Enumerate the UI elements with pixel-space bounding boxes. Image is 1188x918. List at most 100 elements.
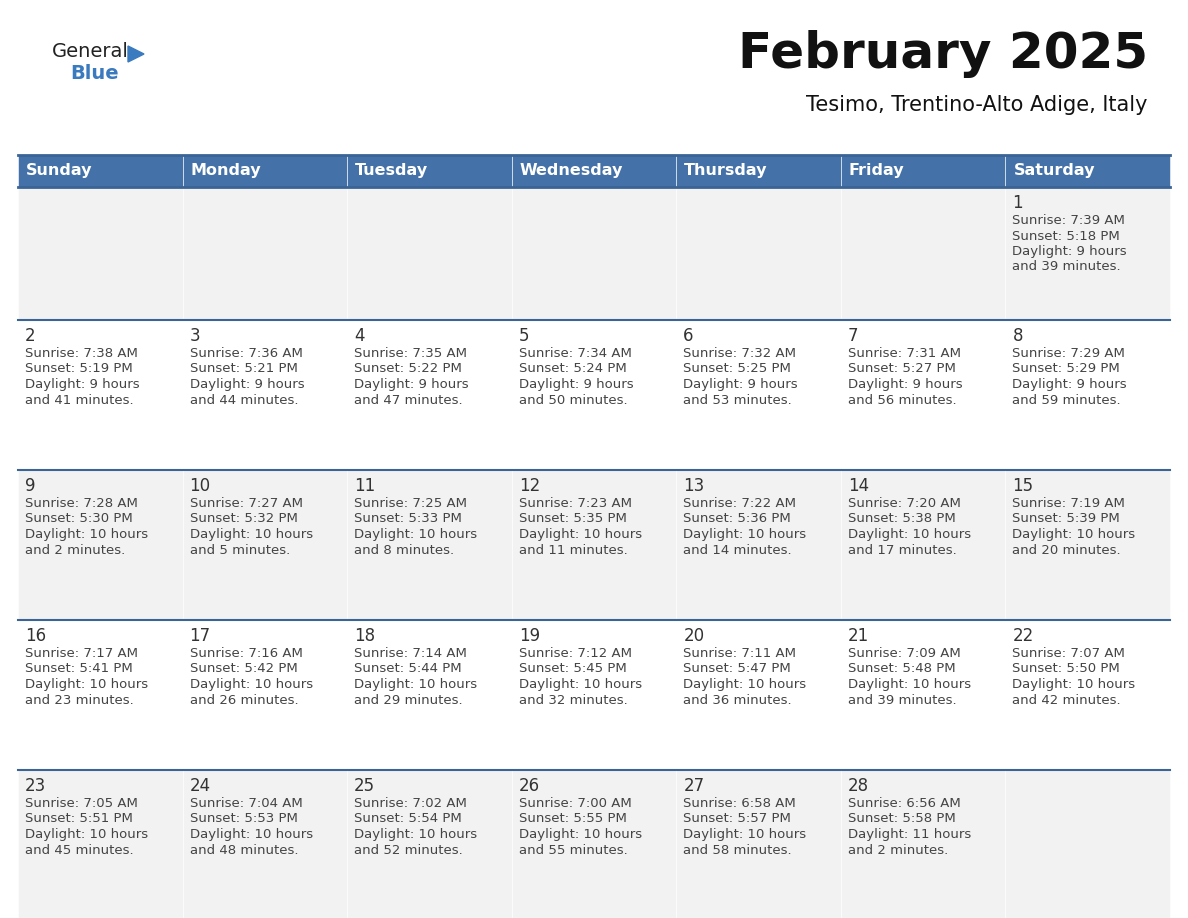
Text: 28: 28: [848, 777, 868, 795]
Text: and 29 minutes.: and 29 minutes.: [354, 693, 463, 707]
Text: Sunrise: 7:31 AM: Sunrise: 7:31 AM: [848, 347, 961, 360]
Bar: [841, 770, 1005, 918]
Polygon shape: [128, 46, 144, 62]
Bar: [347, 770, 512, 918]
Text: Sunset: 5:24 PM: Sunset: 5:24 PM: [519, 363, 626, 375]
Text: Daylight: 9 hours: Daylight: 9 hours: [190, 378, 304, 391]
Bar: [512, 770, 676, 918]
Text: Sunrise: 7:39 AM: Sunrise: 7:39 AM: [1012, 214, 1125, 227]
Text: Sunset: 5:50 PM: Sunset: 5:50 PM: [1012, 663, 1120, 676]
Bar: [183, 620, 347, 770]
Text: and 59 minutes.: and 59 minutes.: [1012, 394, 1121, 407]
Bar: [676, 155, 841, 187]
Text: Sunset: 5:30 PM: Sunset: 5:30 PM: [25, 512, 133, 525]
Text: Daylight: 9 hours: Daylight: 9 hours: [519, 378, 633, 391]
Text: Daylight: 10 hours: Daylight: 10 hours: [519, 678, 642, 691]
Text: 19: 19: [519, 627, 539, 645]
Bar: [347, 470, 512, 620]
Text: Friday: Friday: [849, 163, 904, 178]
Text: Sunrise: 7:14 AM: Sunrise: 7:14 AM: [354, 647, 467, 660]
Bar: [512, 320, 676, 470]
Text: Daylight: 10 hours: Daylight: 10 hours: [519, 828, 642, 841]
Text: Sunset: 5:32 PM: Sunset: 5:32 PM: [190, 512, 297, 525]
Bar: [347, 320, 512, 470]
Text: 22: 22: [1012, 627, 1034, 645]
Text: and 20 minutes.: and 20 minutes.: [1012, 543, 1121, 556]
Text: 17: 17: [190, 627, 210, 645]
Bar: [512, 155, 676, 187]
Text: Daylight: 9 hours: Daylight: 9 hours: [1012, 245, 1127, 258]
Text: Sunset: 5:21 PM: Sunset: 5:21 PM: [190, 363, 297, 375]
Text: Sunrise: 7:04 AM: Sunrise: 7:04 AM: [190, 797, 302, 810]
Text: 11: 11: [354, 477, 375, 495]
Text: Daylight: 9 hours: Daylight: 9 hours: [354, 378, 469, 391]
Text: and 48 minutes.: and 48 minutes.: [190, 844, 298, 856]
Text: February 2025: February 2025: [738, 30, 1148, 78]
Text: Sunrise: 7:11 AM: Sunrise: 7:11 AM: [683, 647, 796, 660]
Text: 23: 23: [25, 777, 46, 795]
Text: Daylight: 10 hours: Daylight: 10 hours: [683, 828, 807, 841]
Text: 7: 7: [848, 327, 859, 345]
Text: Sunset: 5:58 PM: Sunset: 5:58 PM: [848, 812, 955, 825]
Text: Sunday: Sunday: [26, 163, 93, 178]
Bar: [18, 187, 183, 320]
Text: Tesimo, Trentino-Alto Adige, Italy: Tesimo, Trentino-Alto Adige, Italy: [807, 95, 1148, 115]
Text: Sunset: 5:25 PM: Sunset: 5:25 PM: [683, 363, 791, 375]
Text: Sunrise: 7:00 AM: Sunrise: 7:00 AM: [519, 797, 632, 810]
Text: Sunrise: 7:07 AM: Sunrise: 7:07 AM: [1012, 647, 1125, 660]
Text: Sunset: 5:48 PM: Sunset: 5:48 PM: [848, 663, 955, 676]
Text: Sunset: 5:35 PM: Sunset: 5:35 PM: [519, 512, 626, 525]
Text: 14: 14: [848, 477, 868, 495]
Text: and 17 minutes.: and 17 minutes.: [848, 543, 956, 556]
Bar: [1005, 620, 1170, 770]
Text: and 50 minutes.: and 50 minutes.: [519, 394, 627, 407]
Text: Sunset: 5:47 PM: Sunset: 5:47 PM: [683, 663, 791, 676]
Text: Sunset: 5:57 PM: Sunset: 5:57 PM: [683, 812, 791, 825]
Bar: [841, 187, 1005, 320]
Text: Sunset: 5:54 PM: Sunset: 5:54 PM: [354, 812, 462, 825]
Text: Sunrise: 7:35 AM: Sunrise: 7:35 AM: [354, 347, 467, 360]
Text: 15: 15: [1012, 477, 1034, 495]
Text: Sunset: 5:44 PM: Sunset: 5:44 PM: [354, 663, 462, 676]
Bar: [676, 620, 841, 770]
Text: Daylight: 10 hours: Daylight: 10 hours: [1012, 528, 1136, 541]
Text: and 36 minutes.: and 36 minutes.: [683, 693, 792, 707]
Text: 26: 26: [519, 777, 539, 795]
Bar: [347, 187, 512, 320]
Text: Daylight: 10 hours: Daylight: 10 hours: [354, 528, 478, 541]
Text: 1: 1: [1012, 194, 1023, 212]
Bar: [18, 320, 183, 470]
Text: 8: 8: [1012, 327, 1023, 345]
Text: Daylight: 11 hours: Daylight: 11 hours: [848, 828, 971, 841]
Bar: [347, 155, 512, 187]
Bar: [1005, 320, 1170, 470]
Text: Sunset: 5:55 PM: Sunset: 5:55 PM: [519, 812, 626, 825]
Text: Daylight: 10 hours: Daylight: 10 hours: [354, 678, 478, 691]
Text: Daylight: 9 hours: Daylight: 9 hours: [1012, 378, 1127, 391]
Text: Daylight: 10 hours: Daylight: 10 hours: [848, 678, 971, 691]
Text: Sunset: 5:18 PM: Sunset: 5:18 PM: [1012, 230, 1120, 242]
Text: Tuesday: Tuesday: [355, 163, 428, 178]
Text: and 53 minutes.: and 53 minutes.: [683, 394, 792, 407]
Bar: [18, 620, 183, 770]
Bar: [183, 320, 347, 470]
Bar: [1005, 470, 1170, 620]
Text: Sunset: 5:39 PM: Sunset: 5:39 PM: [1012, 512, 1120, 525]
Bar: [512, 187, 676, 320]
Text: and 55 minutes.: and 55 minutes.: [519, 844, 627, 856]
Text: 3: 3: [190, 327, 201, 345]
Text: 5: 5: [519, 327, 529, 345]
Text: Sunrise: 7:38 AM: Sunrise: 7:38 AM: [25, 347, 138, 360]
Bar: [676, 470, 841, 620]
Text: Sunrise: 7:02 AM: Sunrise: 7:02 AM: [354, 797, 467, 810]
Text: and 44 minutes.: and 44 minutes.: [190, 394, 298, 407]
Bar: [183, 770, 347, 918]
Text: Sunrise: 7:20 AM: Sunrise: 7:20 AM: [848, 497, 961, 510]
Text: and 58 minutes.: and 58 minutes.: [683, 844, 792, 856]
Text: Daylight: 10 hours: Daylight: 10 hours: [190, 828, 312, 841]
Bar: [18, 770, 183, 918]
Bar: [18, 470, 183, 620]
Bar: [183, 187, 347, 320]
Text: Sunset: 5:38 PM: Sunset: 5:38 PM: [848, 512, 955, 525]
Text: Daylight: 10 hours: Daylight: 10 hours: [25, 528, 148, 541]
